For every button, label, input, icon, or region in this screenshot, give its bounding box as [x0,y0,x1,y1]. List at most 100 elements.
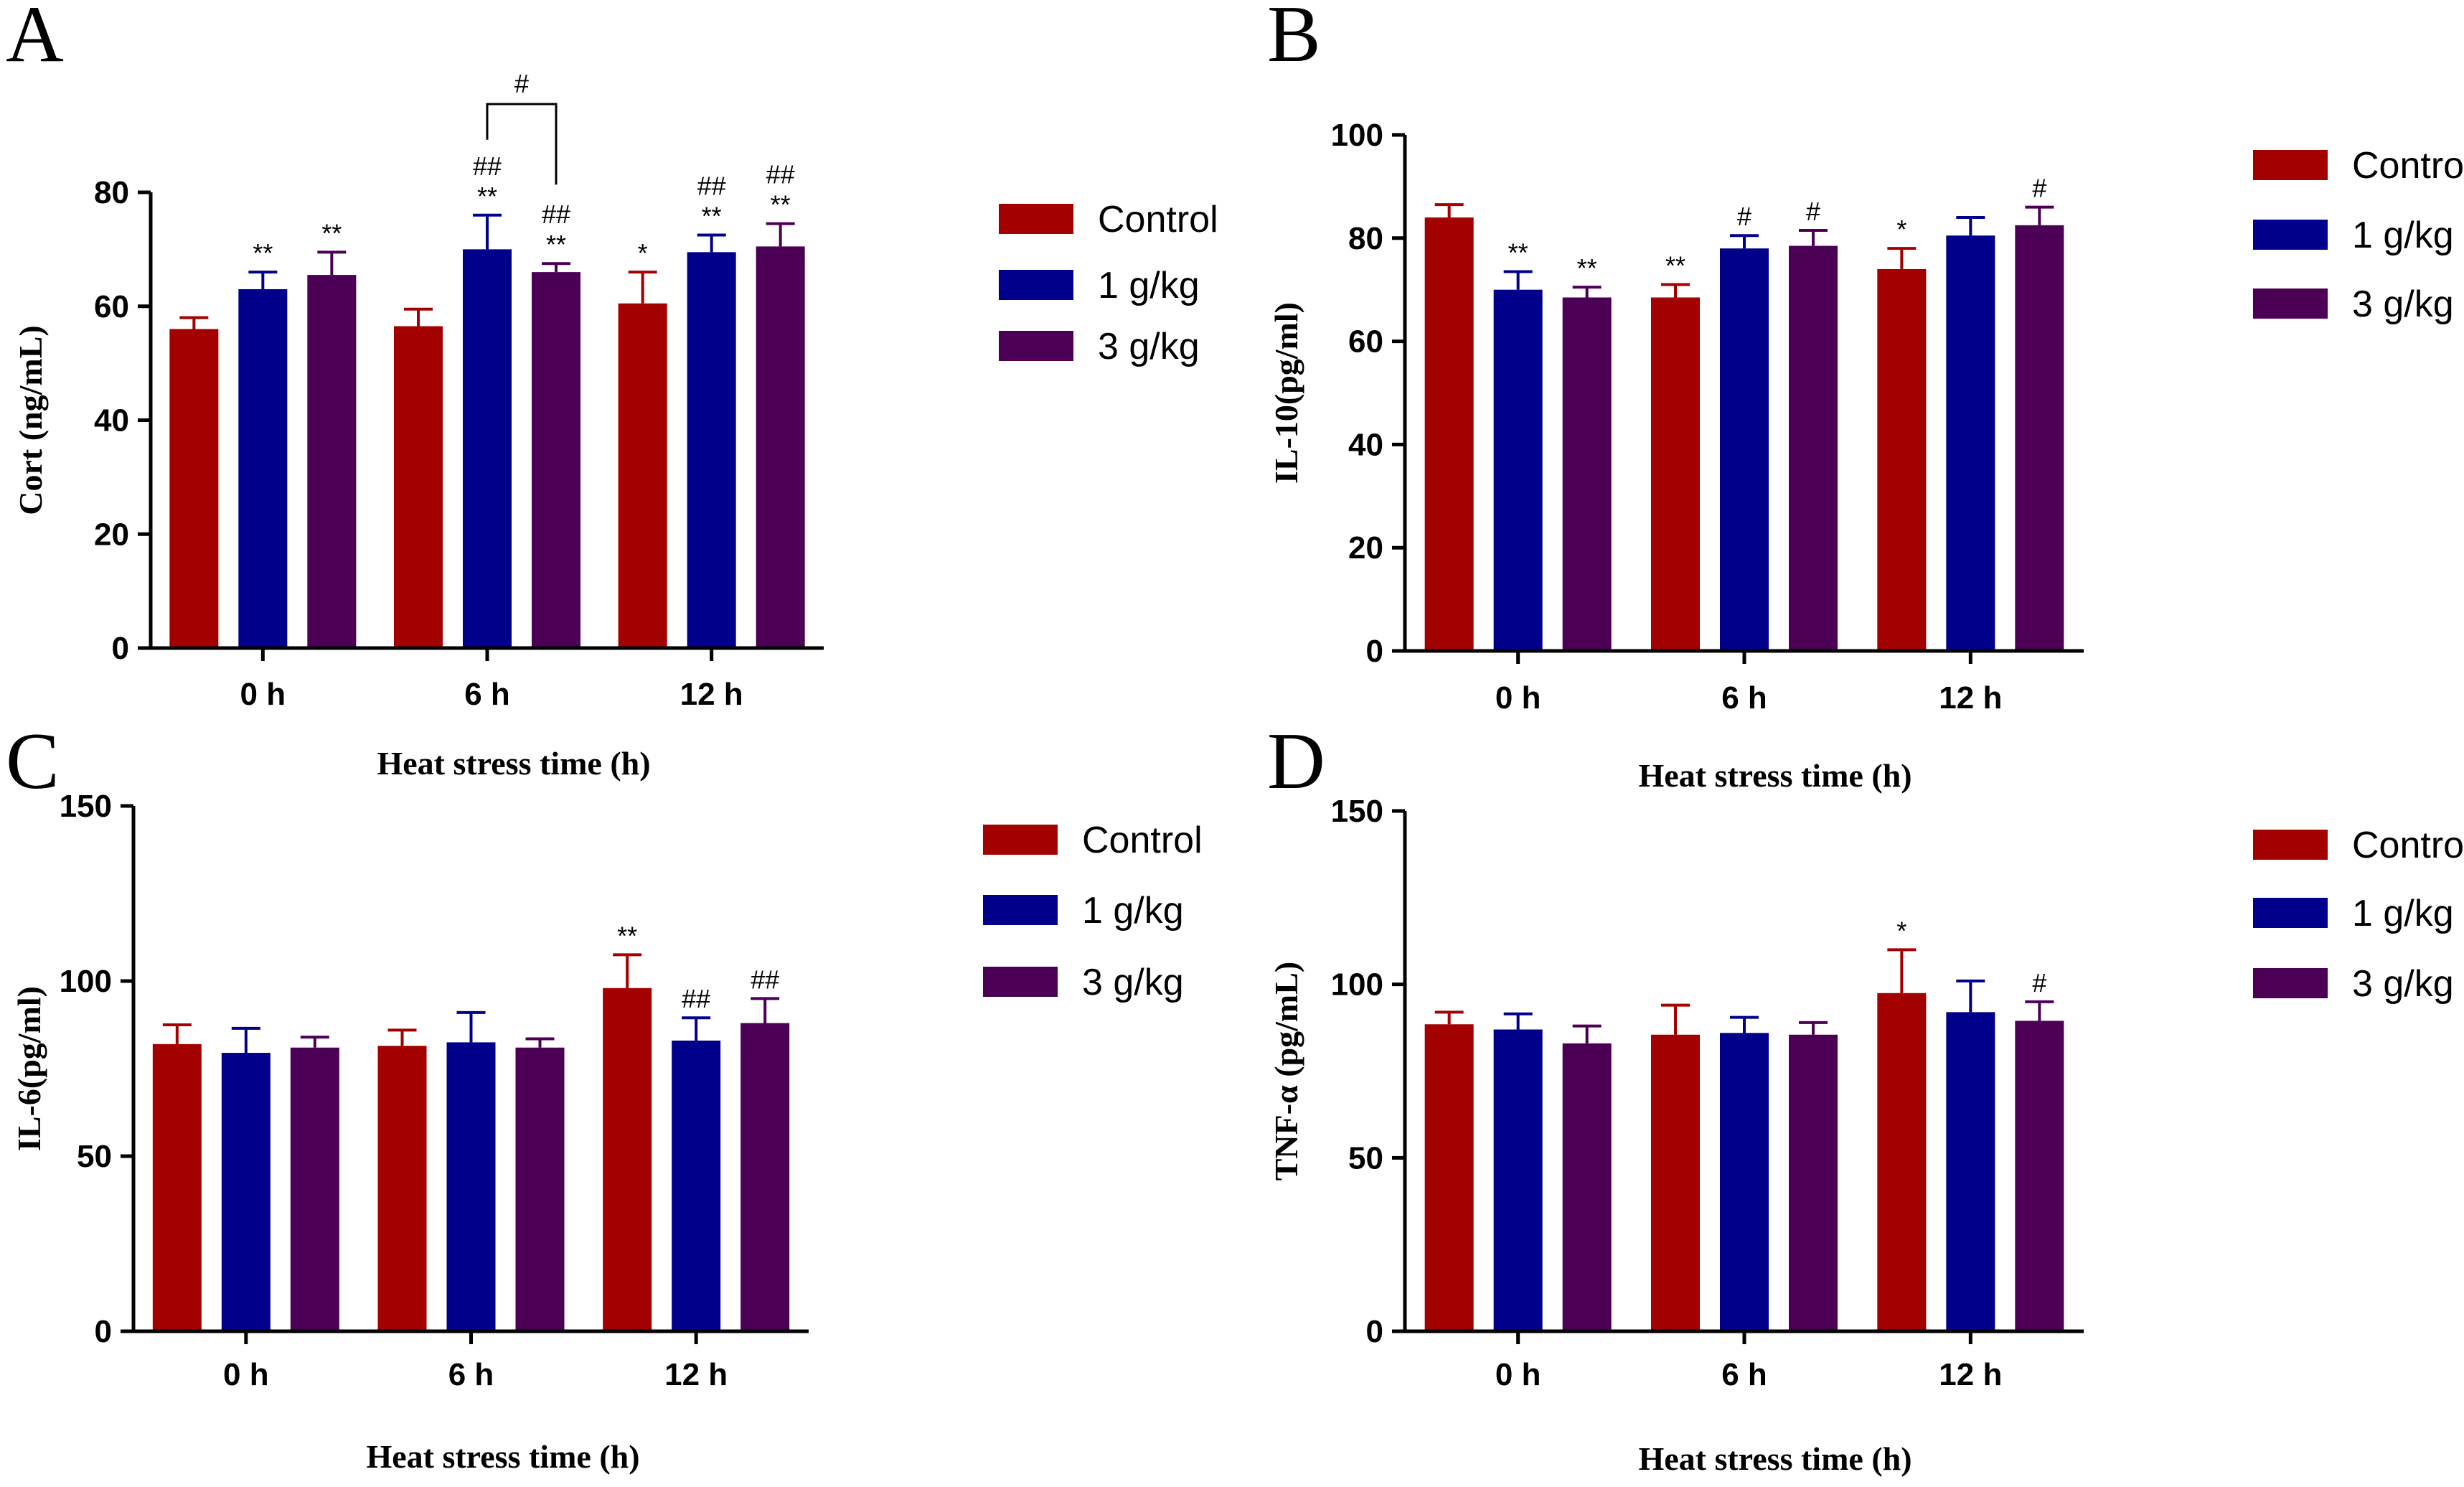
bar-3-g-kg-12h [2015,1021,2064,1331]
legend-swatch [983,825,1058,855]
x-tick-label: 0 h [1495,680,1541,716]
significance-label: # [1806,197,1820,226]
x-tick-label: 6 h [464,677,510,712]
bar-control-12h [1877,268,1927,651]
significance-label: ## [682,984,710,1013]
y-tick-label: 0 [95,1314,112,1349]
bar-3-g-kg-6h [1789,1034,1838,1331]
bar-3-g-kg-0h [307,275,357,648]
y-axis-title: Cort (ng/mL) [12,325,49,515]
bar-control-0h [152,1043,202,1331]
panel-a: A****0 h**##**##6 h***##**##12 h#0204060… [6,0,1218,782]
significance-label: ** [1508,238,1528,268]
panel-d: D 0 h 6 h * #12 h 0 50 100 150 TNF-α (pg/mL) Heat … [1267,717,2464,1477]
bar-1-g-kg-12h [687,252,736,648]
bar-3-g-kg-0h [1562,297,1612,651]
legend-swatch [999,331,1073,361]
x-axis-title: Heat stress time (h) [1638,1440,1912,1477]
bar-1-g-kg-6h [1720,1033,1769,1331]
bracket-label: # [514,69,529,98]
x-tick-label: 12 h [1939,1357,2002,1392]
significance-label: * [1896,215,1906,244]
significance-label: ** [546,230,566,259]
legend-label: 3 g/kg [2352,283,2454,325]
significance-label: ** [321,218,342,248]
y-tick-label: 100 [1331,118,1383,153]
y-tick-label: 150 [1331,794,1383,829]
y-tick-label: 50 [1348,1140,1383,1176]
significance-label: # [2032,968,2046,998]
y-tick-label: 20 [94,517,129,552]
y-tick-label: 50 [77,1139,112,1174]
x-tick-label: 6 h [448,1357,494,1392]
x-tick-label: 0 h [223,1357,269,1392]
y-axis-title: IL-6(pg/ml) [11,986,47,1151]
bar-control-6h [1651,1034,1700,1331]
y-tick-label: 80 [94,175,129,210]
y-tick-label: 100 [1331,967,1383,1003]
bar-3-g-kg-0h [290,1047,339,1331]
legend-label: 3 g/kg [1082,962,1184,1003]
bar-1-g-kg-12h [672,1040,721,1331]
bar-1-g-kg-0h [238,289,288,648]
legend-label: 3 g/kg [1098,326,1200,367]
legend-swatch [2253,830,2328,860]
significance-label: ** [253,238,273,268]
panel-letter: C [6,717,60,806]
bar-control-6h [394,326,443,648]
x-tick-label: 0 h [240,677,286,712]
bar-1-g-kg-0h [221,1053,271,1331]
x-tick-label: 6 h [1721,1357,1767,1392]
significance-label: * [1896,916,1906,945]
bar-control-0h [1424,1024,1474,1331]
y-tick-label: 100 [60,964,112,999]
x-tick-label: 6 h [1721,680,1767,716]
bar-1-g-kg-12h [1946,235,1995,652]
y-tick-label: 150 [60,789,112,824]
significance-bracket [486,103,558,185]
x-tick-label: 12 h [680,677,743,712]
bar-3-g-kg-6h [1789,245,1838,652]
y-tick-label: 40 [94,403,129,438]
legend-swatch [999,204,1073,234]
significance-label: # [2032,174,2046,203]
legend-label: 1 g/kg [2352,893,2454,934]
significance-label: ## [473,151,502,181]
y-tick-label: 60 [94,289,129,324]
significance-label: ** [1577,253,1597,283]
legend-swatch [999,270,1073,300]
legend-swatch [983,967,1058,997]
significance-label: # [1737,202,1751,231]
legend-label: 1 g/kg [1082,890,1184,932]
legend-swatch [2253,220,2328,250]
y-axis-title: TNF-α (pg/mL) [1268,962,1304,1181]
x-tick-label: 12 h [1939,680,2002,716]
significance-label: ** [617,921,637,950]
x-tick-label: 12 h [664,1357,728,1392]
legend-swatch [2253,898,2328,928]
bar-control-12h [603,988,652,1331]
legend-label: 1 g/kg [1098,265,1200,306]
x-tick-label: 0 h [1495,1357,1541,1392]
y-tick-label: 80 [1348,221,1383,256]
x-axis-title: Heat stress time (h) [377,745,650,782]
panel-letter: B [1267,0,1321,79]
bar-1-g-kg-6h [463,249,512,648]
bar-control-12h [618,303,667,648]
significance-label: ** [702,202,722,231]
bar-control-0h [1424,217,1474,651]
bar-3-g-kg-12h [756,246,805,648]
significance-label: * [638,238,648,268]
significance-label: ** [1665,251,1685,281]
panel-letter: A [6,0,64,79]
bar-1-g-kg-6h [1720,248,1769,651]
panel-c: C 0 h 6 h ** ## ## 12 h 0 50 100 150 IL-6(pg/ml) Hea… [6,717,1203,1475]
bar-3-g-kg-0h [1562,1043,1612,1331]
bar-3-g-kg-6h [532,272,580,648]
y-tick-label: 60 [1348,324,1383,360]
y-axis-title: IL-10(pg/ml) [1268,302,1304,484]
bar-control-12h [1877,993,1927,1331]
legend-label: Control [2352,825,2464,866]
bar-1-g-kg-0h [1493,289,1543,651]
